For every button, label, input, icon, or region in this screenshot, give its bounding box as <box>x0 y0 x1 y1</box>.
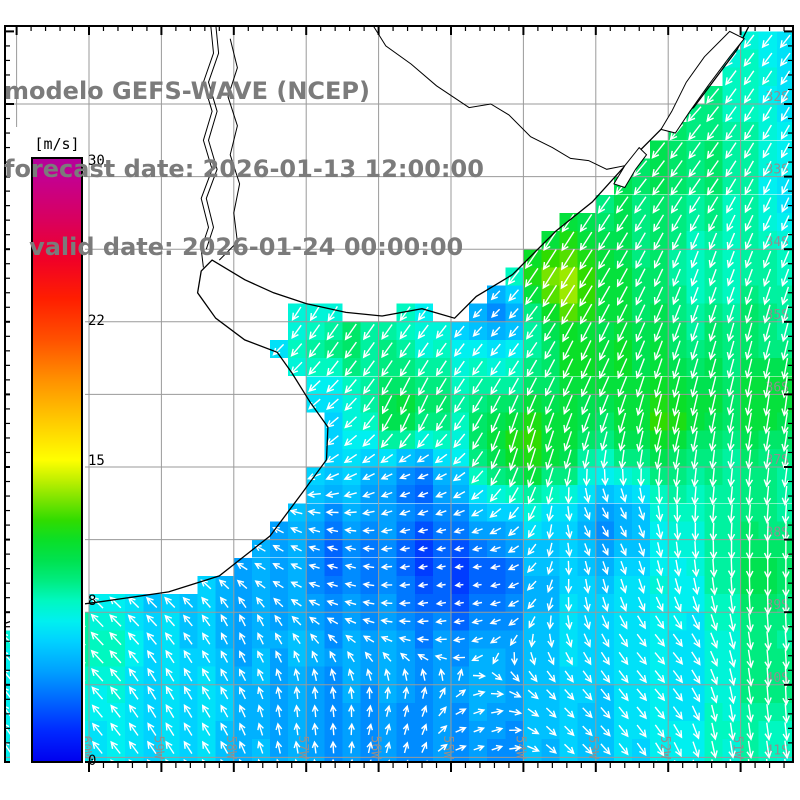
lat-label: 35S <box>766 308 789 323</box>
lon-label: 53W <box>585 736 600 760</box>
wind-speed-cells-layer <box>5 31 793 762</box>
frame-ticks-layer <box>4 25 794 772</box>
colorbar-tick-label: 22 <box>88 313 105 329</box>
colorbar-tick-label: 15 <box>88 453 105 469</box>
river <box>200 26 215 268</box>
lagoon <box>660 30 745 134</box>
lon-label: 57W <box>295 736 310 760</box>
river <box>205 26 220 250</box>
colorbar-tick-label: 0 <box>88 753 96 769</box>
lon-label: 55W <box>440 736 455 760</box>
lon-label: 59W <box>150 736 165 760</box>
colorbar-unit-label: [m/s] <box>34 135 79 153</box>
river <box>218 38 241 261</box>
river <box>372 26 639 170</box>
coastline-layer <box>5 26 750 625</box>
lagoon <box>613 146 648 189</box>
lon-label: 56W <box>368 736 383 760</box>
lon-label: 51W <box>730 736 745 760</box>
colorbar-tick-label: 30 <box>88 153 105 169</box>
colorbar: [m/s] 30 22 15 8 0 <box>10 127 105 772</box>
lat-label: 36S <box>766 380 789 395</box>
lat-label: 41S <box>766 743 789 758</box>
lon-label: 58W <box>223 736 238 760</box>
lon-label: 52W <box>657 736 672 760</box>
colorbar-gradient <box>31 157 83 763</box>
colorbar-tick-label: 8 <box>88 593 96 609</box>
